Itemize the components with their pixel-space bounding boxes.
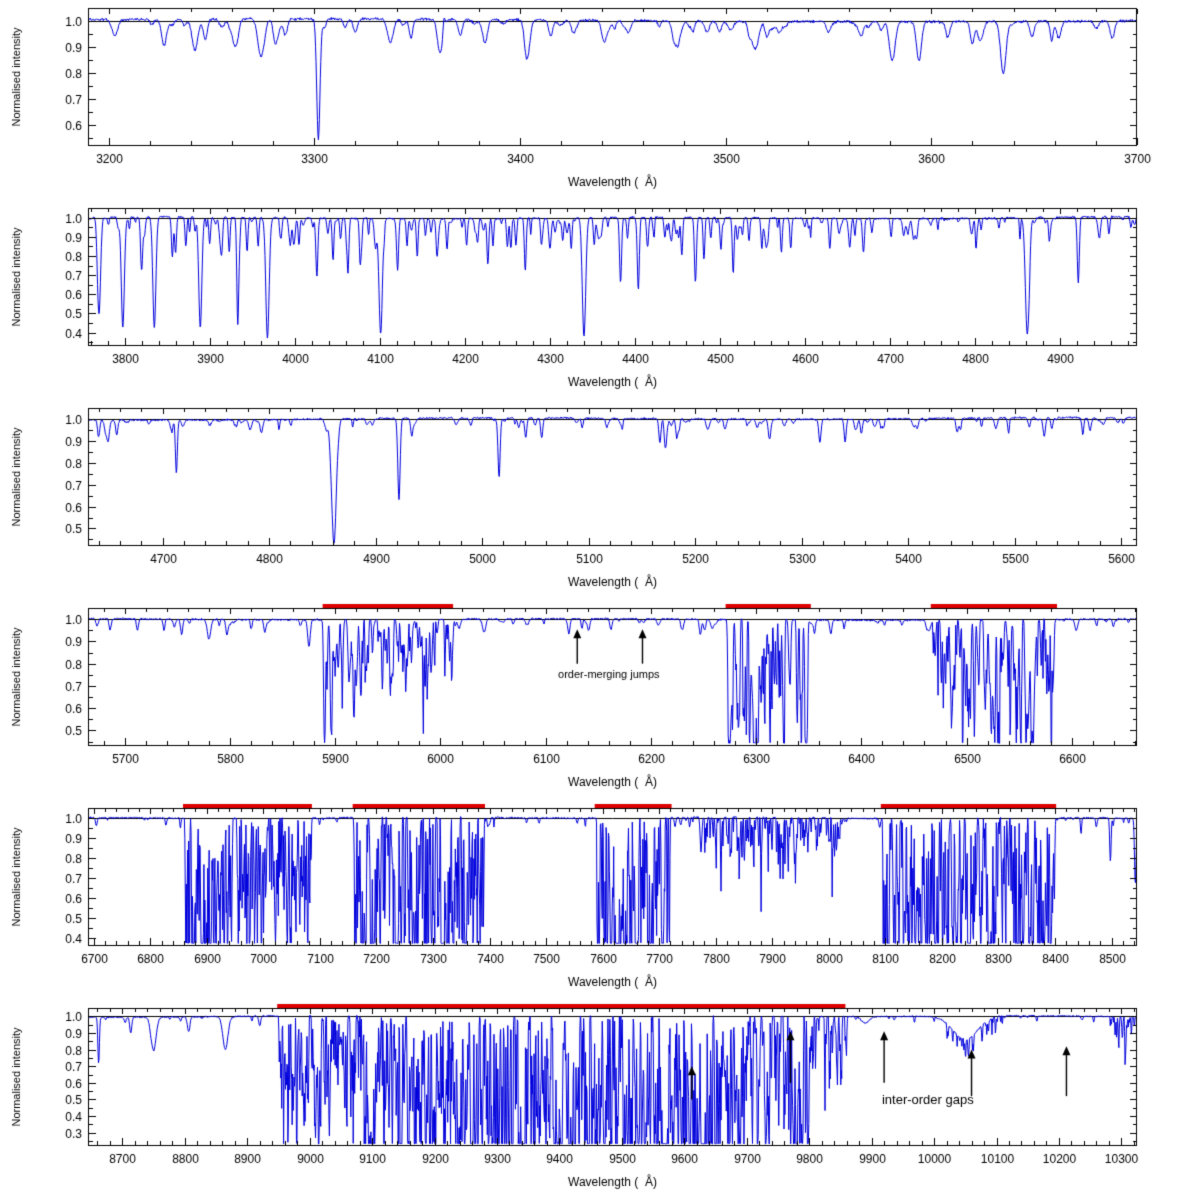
spectrum-canvas-6 xyxy=(0,1000,1200,1200)
spectrum-panel-6 xyxy=(0,1000,1200,1200)
spectrum-canvas-2 xyxy=(0,200,1200,400)
spectrum-canvas-4 xyxy=(0,600,1200,800)
spectrum-canvas-3 xyxy=(0,400,1200,600)
spectrum-panel-3 xyxy=(0,400,1200,600)
spectrum-panel-4 xyxy=(0,600,1200,800)
spectrum-panel-2 xyxy=(0,200,1200,400)
spectrum-canvas-5 xyxy=(0,800,1200,1000)
spectrum-panel-5 xyxy=(0,800,1200,1000)
spectrum-canvas-1 xyxy=(0,0,1200,200)
spectrum-panel-1 xyxy=(0,0,1200,200)
